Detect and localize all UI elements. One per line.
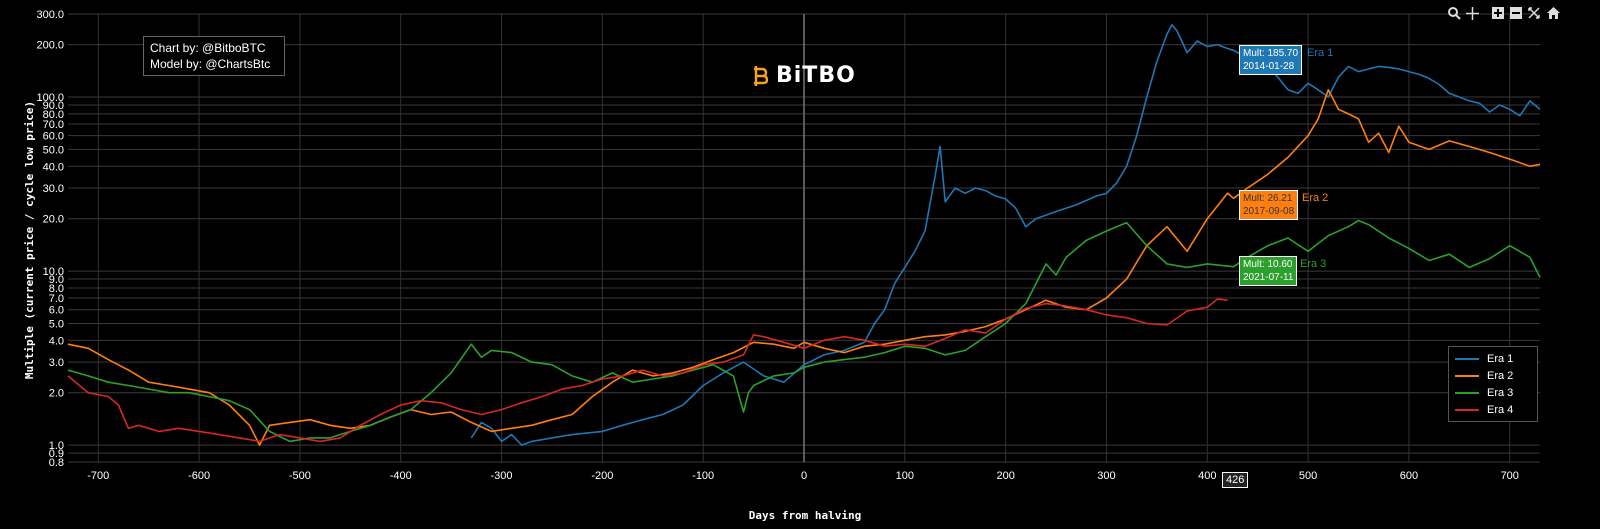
- y-tick-label: 20.0: [43, 214, 64, 226]
- series-line-era-1: [470, 24, 1541, 446]
- legend-swatch-era-4: [1455, 409, 1479, 411]
- y-tick-label: 7.0: [49, 293, 64, 305]
- x-tick-label: 200: [996, 470, 1014, 482]
- era2-hover-date: 2017-09-08: [1243, 206, 1295, 217]
- x-tick-label: -600: [188, 470, 210, 482]
- y-tick-label: 8.0: [49, 283, 64, 295]
- era1-hover-name: Era 1: [1307, 47, 1334, 59]
- legend-swatch-era-1: [1455, 358, 1479, 360]
- x-axis-title: Days from halving: [749, 509, 862, 522]
- x-tick-label: -400: [390, 470, 412, 482]
- x-tick-label: -200: [591, 470, 613, 482]
- credits-box: Chart by: @BitboBTC Model by: @ChartsBtc: [143, 36, 285, 76]
- pan-icon[interactable]: [1464, 5, 1480, 21]
- x-axis-ticks: -700 -600 -500 -400 -300 -200 -100 0 100 200 300 40…: [87, 470, 1519, 482]
- autoscale-icon[interactable]: [1526, 5, 1542, 21]
- zoom-out-icon[interactable]: [1508, 5, 1524, 21]
- series-layer: [67, 24, 1541, 446]
- legend-item-era-1[interactable]: Era 1: [1455, 351, 1513, 367]
- bitbo-logo: BiTBO: [752, 63, 856, 88]
- y-tick-label: 4.0: [49, 335, 64, 347]
- zoom-in-icon[interactable]: [1490, 5, 1506, 21]
- era1-hover-date: 2014-01-28: [1243, 61, 1295, 72]
- legend-swatch-era-3: [1455, 392, 1479, 394]
- y-tick-label: 90.0: [43, 100, 64, 112]
- x-tick-label: 0: [801, 470, 807, 482]
- y-tick-label: 5.0: [49, 318, 64, 330]
- era3-hover-date: 2021-07-11: [1243, 272, 1294, 283]
- legend-swatch-era-2: [1455, 375, 1479, 377]
- y-axis-title: Multiple (current price / cycle low pric…: [23, 101, 36, 379]
- legend: Era 1 Era 2 Era 3 Era 4: [1448, 346, 1538, 422]
- era3-hover-mult: Mult: 10.60: [1243, 259, 1293, 270]
- era3-hover-box: Mult: 10.60 2021-07-11: [1239, 256, 1298, 286]
- zoom-icon[interactable]: [1446, 5, 1462, 21]
- legend-item-era-2[interactable]: Era 2: [1455, 368, 1513, 384]
- y-tick-label: 50.0: [43, 144, 64, 156]
- era1-hover-mult: Mult: 185.70: [1243, 48, 1299, 59]
- y-tick-label: 60.0: [43, 131, 64, 143]
- era1-hover-box: Mult: 185.70 2014-01-28: [1239, 45, 1303, 75]
- y-tick-label: 80.0: [43, 109, 64, 121]
- series-line-era-3: [67, 219, 1541, 443]
- y-tick-label: 200.0: [36, 40, 64, 52]
- y-tick-label: 40.0: [43, 161, 64, 173]
- y-tick-label: 3.0: [49, 357, 64, 369]
- y-tick-label: 1.0: [49, 440, 64, 452]
- legend-label-era-4: Era 4: [1487, 404, 1514, 416]
- y-tick-label: 9.0: [49, 274, 64, 286]
- x-tick-label: -700: [87, 470, 109, 482]
- model-credit: Model by: @ChartsBtc: [150, 57, 271, 71]
- x-tick-label: 700: [1501, 470, 1519, 482]
- x-tick-label: 500: [1299, 470, 1317, 482]
- era3-hover-name: Era 3: [1300, 258, 1327, 270]
- y-tick-label: 0.8: [49, 457, 64, 469]
- hover-day-label: 426: [1222, 472, 1249, 488]
- chart-credit: Chart by: @BitboBTC: [150, 41, 266, 55]
- y-tick-label: 0.9: [49, 448, 64, 460]
- legend-label-era-1: Era 1: [1487, 353, 1514, 365]
- reset-axes-icon[interactable]: [1545, 5, 1561, 21]
- bitbo-logo-icon: [754, 65, 768, 86]
- x-tick-label: -500: [289, 470, 311, 482]
- y-tick-label: 10.0: [43, 266, 64, 278]
- era2-hover-mult: Mult: 26.21: [1243, 193, 1293, 204]
- y-tick-label: 2.0: [49, 388, 64, 400]
- x-tick-label: 100: [896, 470, 914, 482]
- x-tick-label: 600: [1400, 470, 1418, 482]
- x-tick-label: 300: [1097, 470, 1115, 482]
- series-line-era-4: [67, 298, 1228, 443]
- bitbo-logo-text: BiTBO: [776, 63, 856, 88]
- era2-hover-box: Mult: 26.21 2017-09-08: [1239, 190, 1299, 220]
- y-tick-label: 300.0: [36, 9, 64, 21]
- x-tick-label: -300: [491, 470, 513, 482]
- legend-item-era-4[interactable]: Era 4: [1455, 402, 1513, 418]
- x-tick-label: 400: [1198, 470, 1216, 482]
- y-tick-label: 100.0: [36, 92, 64, 104]
- legend-label-era-2: Era 2: [1487, 370, 1514, 382]
- legend-item-era-3[interactable]: Era 3: [1455, 385, 1513, 401]
- era2-hover-name: Era 2: [1302, 192, 1329, 204]
- x-tick-label: -100: [692, 470, 714, 482]
- series-line-era-2: [67, 89, 1541, 446]
- y-tick-label: 30.0: [43, 183, 64, 195]
- y-tick-label: 70.0: [43, 119, 64, 131]
- y-tick-label: 6.0: [49, 305, 64, 317]
- legend-label-era-3: Era 3: [1487, 387, 1514, 399]
- y-axis-ticks: 0.80.91.0 2.0 3.0 4.0 5.06.07.08.09.010.0 20.…: [36, 9, 64, 469]
